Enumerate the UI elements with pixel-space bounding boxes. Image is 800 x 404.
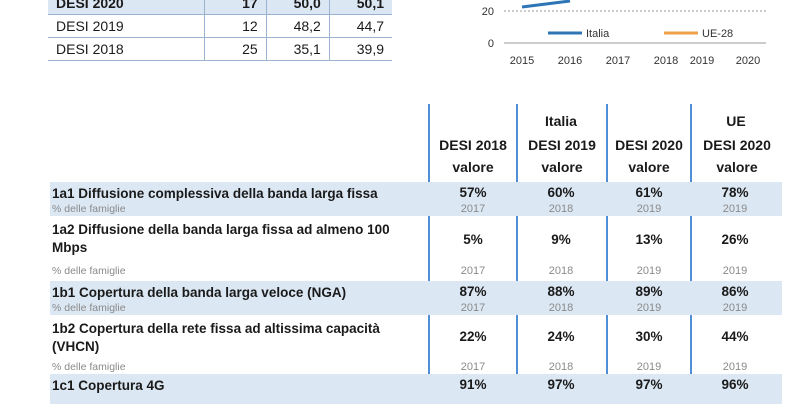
column-divider (606, 104, 608, 404)
value-cell: 24% (547, 329, 575, 344)
group-header-italy: Italia (545, 113, 577, 129)
reference-year: 2019 (722, 302, 748, 314)
value-cell: 60% (547, 185, 575, 200)
x-tick-label: 2019 (690, 55, 714, 67)
x-tick-label: 2018 (654, 55, 678, 67)
indicator-unit: % delle famiglie (52, 203, 126, 215)
reference-year: 2019 (722, 203, 748, 215)
desi-trend-chart: 20 0 Italia UE-28 2015 2016 2017 2018 20… (482, 0, 766, 67)
row-label: DESI 2020 (48, 0, 205, 15)
indicator-row-1b1: 1b1 Copertura della banda larga veloce (… (50, 281, 782, 315)
value-cell: 89% (635, 284, 663, 299)
indicator-row-1a1: 1a1 Diffusione complessiva della banda l… (50, 182, 782, 216)
indicator-row-1b2: 1b2 Copertura della rete fissa ad altiss… (50, 317, 782, 373)
value-cell: 86% (721, 284, 749, 299)
reference-year: 2017 (460, 265, 486, 277)
value-cell: 91% (459, 377, 487, 392)
value-cell: 87% (459, 284, 487, 299)
column-header-desi-2020: DESI 2020 valore (615, 137, 683, 175)
column-divider (428, 104, 430, 404)
column-header-eu-desi-2020: DESI 2020 valore (703, 137, 771, 175)
value-cell: 57% (459, 185, 487, 200)
reference-year: 2018 (548, 361, 574, 373)
rank-cell: 17 (203, 0, 267, 15)
eu-score-cell: 50,1 (328, 0, 392, 15)
desi-score-table: DESI 2020 17 50,0 50,1 DESI 2019 12 48,2… (48, 0, 392, 61)
x-tick-label: 2015 (510, 55, 534, 67)
reference-year: 2019 (722, 265, 748, 277)
indicator-unit: % delle famiglie (52, 361, 126, 373)
indicator-row-1a2: 1a2 Diffusione della banda larga fissa a… (50, 218, 782, 280)
indicator-title: 1c1 Copertura 4G (52, 378, 165, 393)
rank-cell: 25 (203, 37, 267, 61)
reference-year: 2019 (636, 361, 662, 373)
italia-line (521, 0, 571, 9)
italy-score-cell: 48,2 (265, 14, 330, 38)
rank-cell: 12 (203, 14, 267, 38)
value-cell: 96% (721, 377, 749, 392)
value-cell: 44% (721, 329, 749, 344)
eu-score-cell: 44,7 (328, 14, 392, 38)
indicator-row-1c1: 1c1 Copertura 4G 91% 97% 97% 96% (50, 374, 782, 404)
value-cell: 78% (721, 185, 749, 200)
reference-year: 2019 (636, 302, 662, 314)
reference-year: 2019 (722, 361, 748, 373)
value-cell: 97% (547, 377, 575, 392)
reference-year: 2018 (548, 203, 574, 215)
column-divider (516, 104, 518, 404)
eu-score-cell: 39,9 (328, 37, 392, 61)
legend-ue-label: UE-28 (702, 28, 733, 40)
x-tick-label: 2016 (558, 55, 582, 67)
value-cell: 9% (551, 232, 571, 247)
x-tick-label: 2017 (606, 55, 630, 67)
value-cell: 88% (547, 284, 575, 299)
table-row: DESI 2020 17 50,0 50,1 (48, 0, 392, 15)
reference-year: 2018 (548, 302, 574, 314)
table-row: DESI 2018 25 35,1 39,9 (48, 37, 392, 61)
legend-italia-label: Italia (586, 28, 610, 40)
x-tick-label: 2020 (736, 55, 760, 67)
italy-score-cell: 35,1 (265, 37, 330, 61)
indicator-unit: % delle famiglie (52, 265, 126, 277)
reference-year: 2019 (636, 265, 662, 277)
group-header-eu: UE (726, 113, 746, 129)
value-cell: 22% (459, 329, 487, 344)
table-row: DESI 2019 12 48,2 44,7 (48, 14, 392, 38)
row-label: DESI 2019 (48, 14, 205, 38)
y-tick-label: 0 (488, 38, 494, 50)
value-cell: 13% (635, 232, 663, 247)
indicator-unit: % delle famiglie (52, 302, 126, 314)
italy-score-cell: 50,0 (265, 0, 330, 15)
reference-year: 2017 (460, 203, 486, 215)
reference-year: 2017 (460, 361, 486, 373)
value-cell: 26% (721, 232, 749, 247)
value-cell: 61% (635, 185, 663, 200)
value-cell: 30% (635, 329, 663, 344)
reference-year: 2019 (636, 203, 662, 215)
column-divider (690, 104, 692, 404)
indicator-title: 1a1 Diffusione complessiva della banda l… (52, 186, 378, 201)
indicator-title: 1b2 Copertura della rete fissa ad altiss… (52, 321, 380, 354)
row-label: DESI 2018 (48, 37, 205, 61)
column-header-desi-2019: DESI 2019 valore (528, 137, 596, 175)
reference-year: 2018 (548, 265, 574, 277)
column-header-desi-2018: DESI 2018 valore (439, 137, 507, 175)
y-tick-label: 20 (482, 6, 494, 18)
value-cell: 5% (463, 232, 483, 247)
indicator-title: 1a2 Diffusione della banda larga fissa a… (52, 222, 390, 255)
indicator-title: 1b1 Copertura della banda larga veloce (… (52, 285, 347, 300)
value-cell: 97% (635, 377, 663, 392)
reference-year: 2017 (460, 302, 486, 314)
